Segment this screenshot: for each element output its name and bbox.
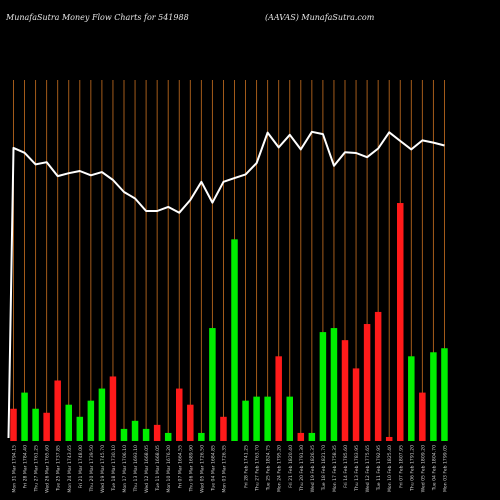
x-tick-label: Tue 18 Mar 1730.10 [111, 445, 117, 492]
money-flow-bar [131, 420, 139, 441]
x-tick-label: Mon 17 Mar 1706.10 [122, 445, 128, 493]
x-tick-label: Mon 03 Feb 1799.05 [442, 445, 448, 492]
x-tick-label: Fri 21 Mar 1748.00 [78, 445, 84, 488]
x-tick-label: Wed 12 Mar 1668.05 [144, 445, 150, 493]
price-line-layer [7, 130, 445, 439]
money-flow-bar [397, 203, 404, 441]
money-flow-bar [385, 436, 393, 441]
x-tick-label: Fri 07 Feb 1807.95 [398, 445, 404, 488]
money-flow-bar [164, 432, 172, 441]
x-tick-label: Thu 20 Feb 1791.30 [299, 445, 305, 492]
x-tick-label: Tue 25 Feb 1824.75 [266, 445, 272, 491]
money-flow-bars [10, 203, 448, 441]
money-flow-bar [209, 328, 216, 441]
x-tick-label: Wed 26 Mar 1765.60 [45, 445, 51, 493]
x-tick-label: Fri 21 Feb 1820.40 [288, 445, 294, 488]
x-tick-labels: Mon 31 Mar 1794.15 Fri 28 Mar 1784.40 Thu … [12, 445, 449, 493]
money-flow-bar [286, 396, 293, 441]
money-flow-bar [87, 400, 95, 441]
money-flow-bar [297, 432, 305, 441]
money-flow-bar [430, 352, 437, 441]
x-tick-label: Thu 27 Feb 1763.70 [255, 445, 261, 492]
x-tick-label: Tue 25 Mar 1737.85 [56, 445, 62, 492]
x-tick-label: Wed 05 Feb 1809.20 [420, 445, 426, 492]
money-flow-bar [319, 332, 327, 441]
money-flow-bar [98, 388, 106, 441]
x-tick-label: Wed 05 Mar 1726.50 [199, 445, 205, 493]
money-flow-bar [76, 416, 84, 441]
x-tick-label: Thu 06 Mar 1689.90 [188, 445, 194, 493]
money-flow-bar [176, 388, 183, 441]
x-tick-label: Fri 28 Feb 1741.25 [244, 445, 250, 488]
money-flow-bar [275, 356, 282, 441]
chart-title: MunafaSutra Money Flow Charts for 541988 [6, 13, 189, 22]
x-tick-label: Tue 11 Mar 1668.05 [155, 445, 161, 492]
x-tick-label: Fri 28 Mar 1784.40 [23, 445, 29, 488]
x-tick-label: Thu 20 Mar 1739.50 [89, 445, 95, 493]
x-tick-label: Fri 14 Feb 1785.60 [343, 445, 349, 488]
money-flow-bar [264, 396, 271, 441]
x-tick-label: Mon 10 Mar 1676.20 [166, 445, 172, 493]
money-flow-bar [32, 408, 39, 441]
money-flow-bar [142, 428, 150, 441]
x-tick-label: Tue 04 Feb 1804.70 [431, 445, 437, 491]
money-flow-bar [341, 340, 349, 441]
x-tick-label: Mon 10 Feb 1825.40 [387, 445, 393, 492]
money-flow-bar [65, 404, 72, 441]
money-flow-bar [120, 428, 128, 441]
x-tick-label: Tue 04 Mar 1684.85 [210, 445, 216, 492]
x-tick-label: Mon 24 Mar 1743.65 [67, 445, 73, 493]
money-flow-bar [330, 328, 338, 441]
money-flow-bar [43, 412, 50, 441]
x-tick-label: Mon 03 Mar 1726.35 [221, 445, 227, 493]
x-tick-label: Wed 19 Feb 1826.35 [310, 445, 316, 492]
x-tick-label: Wed 19 Mar 1745.70 [100, 445, 106, 493]
x-tick-label: Thu 27 Mar 1761.25 [34, 445, 40, 493]
money-flow-bar [153, 424, 161, 441]
x-tick-label: Tue 18 Feb 1821.70 [321, 445, 327, 491]
x-tick-label: Fri 07 Mar 1664.55 [177, 445, 183, 488]
x-tick-label: Thu 13 Feb 1783.95 [354, 445, 360, 492]
money-flow-bar [10, 408, 17, 441]
money-flow-bar [21, 392, 28, 441]
x-tick-label: Mon 17 Feb 1758.35 [332, 445, 338, 492]
x-tick-label: Mon 31 Mar 1794.15 [12, 445, 18, 493]
money-flow-bar [242, 400, 249, 441]
money-flow-bar [374, 311, 382, 441]
price-line [7, 130, 445, 439]
money-flow-bar [408, 356, 415, 441]
money-flow-bar [220, 416, 227, 441]
money-flow-bar [187, 404, 194, 441]
money-flow-bar [253, 396, 260, 441]
money-flow-bar [352, 368, 360, 441]
x-tick-label: Mon 24 Feb 1795.20 [277, 445, 283, 492]
money-flow-bar [198, 432, 205, 441]
money-flow-bar [419, 392, 426, 441]
money-flow-bar [441, 348, 448, 441]
money-flow-bar [109, 376, 117, 441]
money-flow-bar [54, 380, 61, 441]
x-tick-label: Thu 13 Mar 1693.10 [133, 445, 139, 493]
money-flow-bar [231, 239, 238, 441]
x-tick-label: Tue 11 Feb 1792.95 [376, 445, 382, 491]
money-flow-bar [363, 324, 371, 441]
x-tick-label: Wed 12 Feb 1775.65 [365, 445, 371, 492]
money-flow-bar [308, 432, 316, 441]
chart-subtitle: (AAVAS) MunafaSutra.com [265, 13, 375, 22]
x-tick-label: Thu 06 Feb 1791.20 [409, 445, 415, 492]
